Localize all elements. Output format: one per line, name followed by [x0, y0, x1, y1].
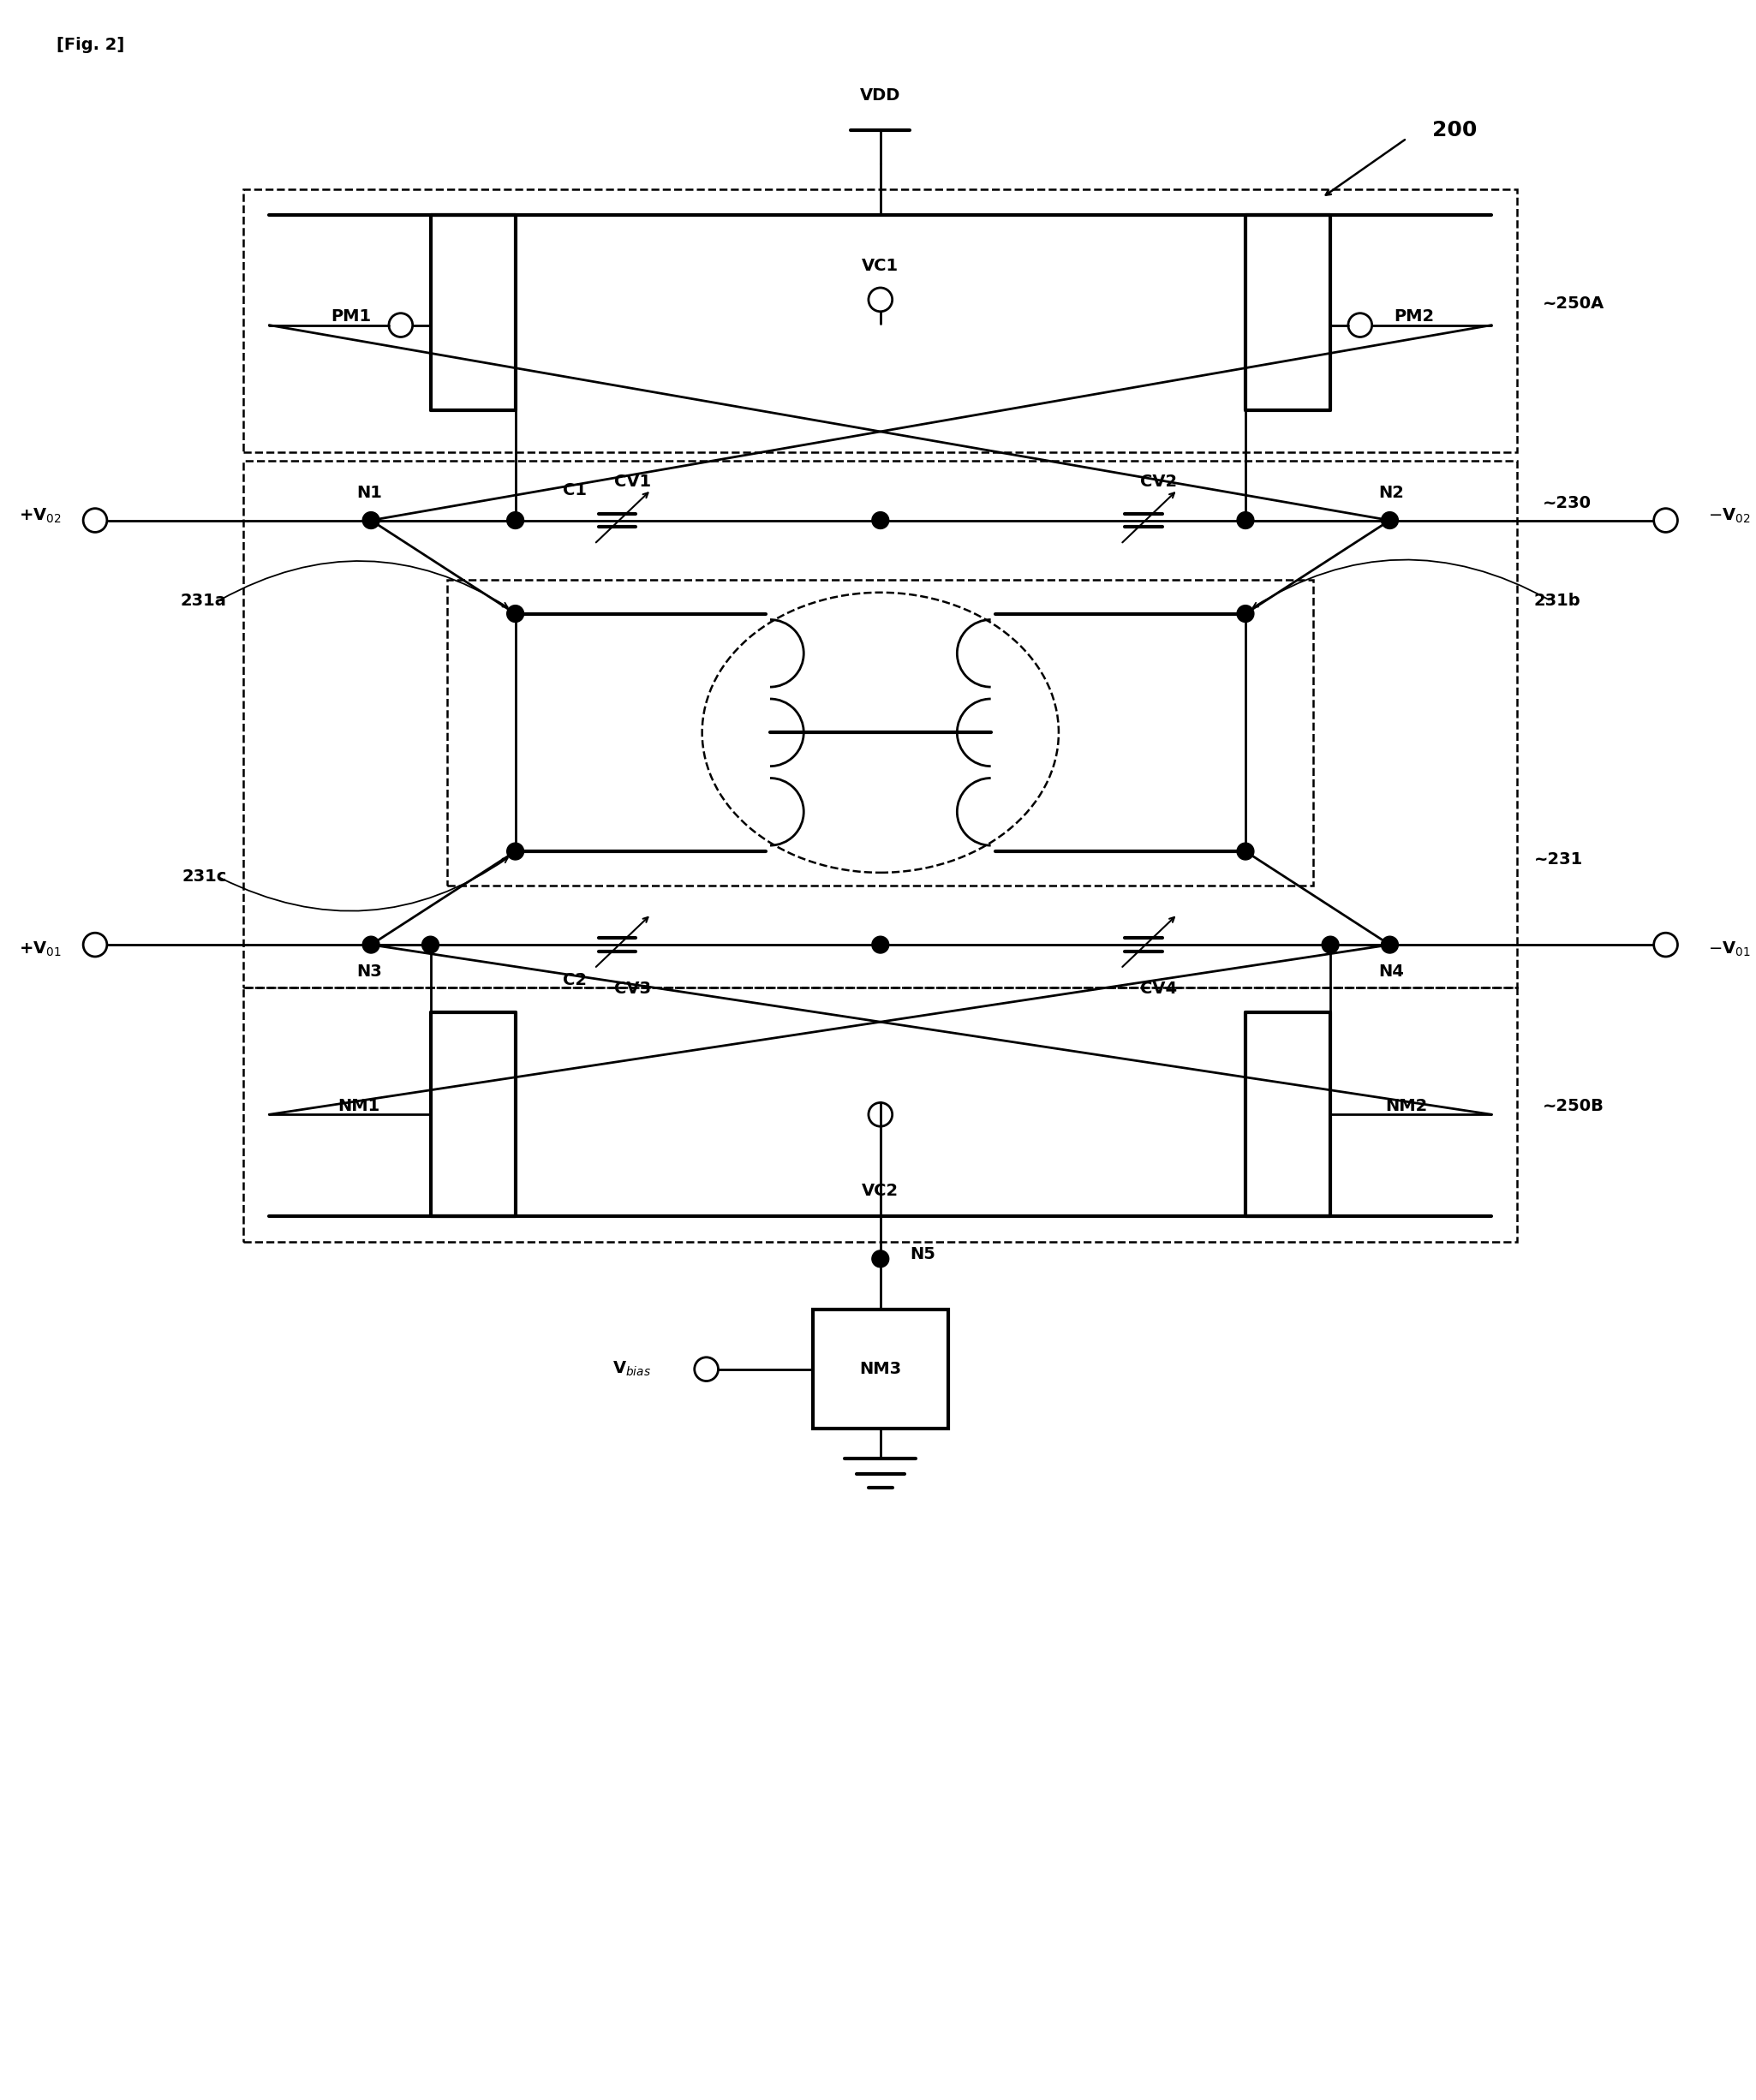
- Text: ~231: ~231: [1535, 853, 1584, 867]
- Bar: [244, 987, 1517, 1241]
- Text: CV2: CV2: [1140, 475, 1177, 489]
- Circle shape: [507, 605, 523, 622]
- Circle shape: [1236, 605, 1254, 622]
- Circle shape: [873, 512, 889, 529]
- Text: 231b: 231b: [1535, 592, 1580, 609]
- Circle shape: [873, 1250, 889, 1266]
- Text: CV3: CV3: [615, 981, 651, 998]
- Text: NM3: NM3: [859, 1361, 901, 1378]
- Text: $-$V$_{02}$: $-$V$_{02}$: [1709, 506, 1751, 525]
- Text: +V$_{01}$: +V$_{01}$: [19, 941, 61, 958]
- Bar: [244, 189, 1517, 452]
- Bar: [244, 460, 1517, 987]
- Text: C2: C2: [562, 972, 587, 989]
- Circle shape: [362, 937, 379, 953]
- Text: $-$V$_{01}$: $-$V$_{01}$: [1709, 941, 1751, 958]
- Text: 231c: 231c: [183, 869, 227, 884]
- Text: VC1: VC1: [862, 258, 899, 273]
- Text: N4: N4: [1378, 964, 1405, 981]
- Circle shape: [507, 512, 523, 529]
- Text: VDD: VDD: [860, 88, 901, 105]
- Bar: [813, 1310, 948, 1428]
- Circle shape: [1382, 937, 1398, 953]
- Text: N2: N2: [1378, 485, 1405, 502]
- Circle shape: [362, 512, 379, 529]
- Text: ~230: ~230: [1542, 496, 1591, 512]
- Text: +V$_{02}$: +V$_{02}$: [19, 506, 61, 525]
- Text: NM2: NM2: [1385, 1098, 1428, 1115]
- Text: 231a: 231a: [181, 592, 227, 609]
- Circle shape: [1382, 512, 1398, 529]
- Text: N1: N1: [356, 485, 383, 502]
- Text: ~250A: ~250A: [1542, 296, 1605, 313]
- Circle shape: [873, 937, 889, 953]
- Text: C1: C1: [562, 483, 587, 500]
- Text: CV4: CV4: [1140, 981, 1177, 998]
- Text: N3: N3: [356, 964, 383, 981]
- Circle shape: [1236, 842, 1254, 859]
- Text: 200: 200: [1433, 120, 1477, 141]
- Circle shape: [1236, 512, 1254, 529]
- Text: VC2: VC2: [862, 1182, 899, 1199]
- Text: N5: N5: [910, 1247, 936, 1262]
- Text: NM1: NM1: [337, 1098, 379, 1115]
- Text: ~250B: ~250B: [1542, 1098, 1605, 1115]
- Text: V$_{bias}$: V$_{bias}$: [613, 1361, 651, 1378]
- Text: PM1: PM1: [330, 309, 371, 326]
- Circle shape: [421, 937, 439, 953]
- Circle shape: [1322, 937, 1338, 953]
- Text: PM2: PM2: [1394, 309, 1435, 326]
- Circle shape: [507, 842, 523, 859]
- Text: CV1: CV1: [615, 475, 651, 489]
- Text: [Fig. 2]: [Fig. 2]: [56, 38, 125, 52]
- Bar: [448, 580, 1313, 886]
